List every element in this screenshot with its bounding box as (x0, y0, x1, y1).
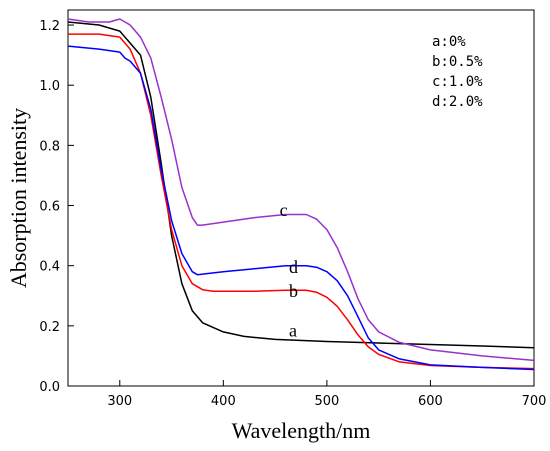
curve-label-d: d (289, 257, 298, 277)
curve-label-a: a (289, 320, 297, 340)
series-line-c (67, 18, 535, 362)
y-tick-label-0.2: 0.2 (39, 320, 60, 335)
y-tick-label-0.8: 0.8 (39, 139, 60, 154)
series-layer (67, 18, 535, 371)
legend: a:0% b:0.5% c:1.0% d:2.0% (432, 34, 483, 110)
curve-label-b: b (289, 281, 298, 301)
y-tick-label-1.2: 1.2 (39, 19, 60, 34)
y-tick-label-0.4: 0.4 (39, 260, 60, 275)
series-line-a (67, 21, 535, 349)
legend-entry-b: b:0.5% (432, 54, 483, 70)
y-axis-title: Absorption intensity (6, 108, 31, 288)
plot-frame (67, 9, 535, 387)
y-tick-label-1.0: 1.0 (39, 79, 60, 94)
y-tick-label-0.6: 0.6 (39, 200, 60, 215)
curve-labels: ab c d (280, 200, 298, 340)
x-tick-label-300: 300 (107, 394, 132, 409)
ticks-layer: 300 400 500 600 700 0.0 0.2 0.4 0.6 0.8 1.0 1.2 (39, 19, 546, 409)
x-axis-title: Wavelength/nm (232, 418, 371, 443)
x-tick-label-400: 400 (211, 394, 236, 409)
legend-entry-a: a:0% (432, 34, 466, 50)
series-line-d (67, 45, 535, 371)
x-tick-label-500: 500 (314, 394, 339, 409)
curve-label-c: c (280, 200, 288, 220)
y-tick-label-0.0: 0.0 (39, 380, 60, 395)
x-tick-label-600: 600 (418, 394, 443, 409)
x-tick-label-700: 700 (522, 394, 547, 409)
legend-entry-c: c:1.0% (432, 74, 483, 90)
legend-entry-d: d:2.0% (432, 94, 483, 110)
